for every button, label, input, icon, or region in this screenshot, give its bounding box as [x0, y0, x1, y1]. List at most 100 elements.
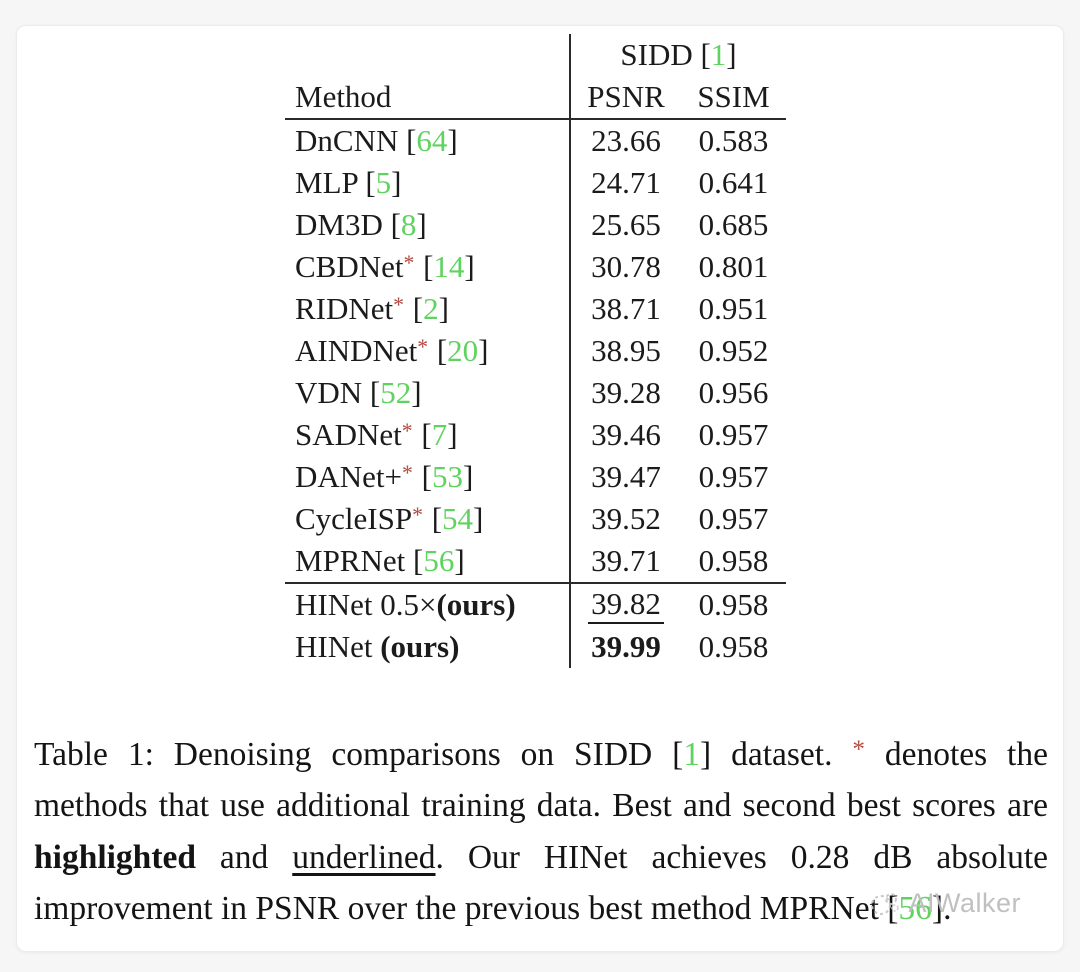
bracket: ]: [411, 375, 422, 410]
method-cell: VDN [52]: [285, 372, 570, 414]
citation-ref: 5: [375, 165, 392, 200]
ssim-cell: 0.958: [698, 629, 769, 664]
ssim-cell: 0.952: [698, 333, 769, 368]
star-marker: *: [417, 335, 430, 359]
citation-ref: 1: [710, 37, 727, 72]
table-row: DnCNN [64] 23.66 0.583: [285, 119, 786, 162]
table-row: AINDNet* [20] 38.95 0.952: [285, 330, 786, 372]
table-row: HINet 0.5×(ours) 39.82 0.958: [285, 583, 786, 626]
ssim-cell: 0.685: [698, 207, 769, 242]
psnr-cell: 38.71: [569, 288, 681, 330]
citation-ref: 2: [423, 291, 439, 326]
watermark-label: AIWalker: [908, 888, 1021, 918]
bracket: [: [357, 165, 376, 200]
psnr-cell: 39.46: [569, 414, 681, 456]
citation-ref: 8: [400, 207, 417, 242]
ssim-column-header: SSIM: [681, 76, 786, 120]
dataset-header-row: SIDD [1]: [285, 34, 786, 76]
table-row: DANet+* [53] 39.47 0.957: [285, 456, 786, 498]
star-marker: *: [401, 419, 414, 443]
citation-ref: 52: [380, 375, 412, 410]
caption: Table 1: Denoising comparisons on SIDD […: [34, 724, 1048, 935]
star-marker: *: [393, 293, 405, 317]
column-header-row: Method PSNR SSIM: [285, 76, 786, 120]
method-name: DM3D: [295, 207, 383, 242]
ssim-cell: 0.801: [698, 249, 769, 284]
bracket: ]: [447, 417, 458, 452]
bracket: ]: [416, 207, 427, 242]
method-name: DnCNN: [295, 123, 399, 158]
table-row: CycleISP* [54] 39.52 0.957: [285, 498, 786, 540]
psnr-cell: 39.71: [569, 540, 681, 584]
ssim-cell: 0.641: [698, 165, 769, 200]
citation-ref: 64: [416, 123, 448, 158]
aiwalker-logo-icon: [869, 889, 901, 919]
bracket: [: [405, 291, 424, 326]
bracket: ]: [464, 249, 475, 284]
bracket: ]: [447, 123, 458, 158]
ssim-cell: 0.956: [698, 375, 769, 410]
results-table: SIDD [1] Method PSNR SSIM DnCNN [64] 23.6…: [285, 34, 786, 668]
method-name: HINet: [295, 629, 381, 664]
ssim-cell: 0.957: [698, 459, 769, 494]
star-marker: *: [403, 251, 416, 275]
caption-segment: 56: [898, 890, 932, 927]
ssim-cell: 0.957: [698, 417, 769, 452]
bracket: [: [429, 333, 448, 368]
bracket: [: [362, 375, 381, 410]
bracket: ]: [438, 291, 449, 326]
citation-ref: 20: [447, 333, 479, 368]
method-cell: CBDNet* [14]: [285, 246, 570, 288]
table-row: RIDNet* [2] 38.71 0.951: [285, 288, 786, 330]
ours-label: (ours): [380, 629, 460, 664]
table-row: SADNet* [7] 39.46 0.957: [285, 414, 786, 456]
table-row: DM3D [8] 25.65 0.685: [285, 204, 786, 246]
method-cell: SADNet* [7]: [285, 414, 570, 456]
ours-label: (ours): [436, 587, 516, 622]
method-cell: DM3D [8]: [285, 204, 570, 246]
psnr-cell: 38.95: [569, 330, 681, 372]
bracket: [: [413, 417, 432, 452]
method-cell: RIDNet* [2]: [285, 288, 570, 330]
empty-header-cell: [285, 34, 570, 76]
method-cell: MLP [5]: [285, 162, 570, 204]
caption-segment: ] dataset.: [700, 735, 853, 773]
method-name: CycleISP: [295, 501, 413, 536]
method-name: SADNet: [295, 417, 402, 452]
watermark: AIWalker: [869, 888, 1021, 919]
method-cell: HINet 0.5×(ours): [285, 583, 570, 626]
citation-ref: 7: [431, 417, 448, 452]
star-marker: *: [402, 461, 414, 485]
bracket: ]: [391, 165, 402, 200]
method-cell: HINet (ours): [285, 626, 570, 668]
psnr-cell: 39.52: [569, 498, 681, 540]
caption-segment: underlined: [292, 838, 436, 876]
bracket: [: [382, 207, 401, 242]
psnr-cell: 24.71: [569, 162, 681, 204]
method-cell: CycleISP* [54]: [285, 498, 570, 540]
method-name: HINet 0.5×: [295, 587, 437, 622]
citation-ref: 53: [431, 459, 463, 494]
method-name: RIDNet: [295, 291, 394, 326]
bracket: [: [405, 543, 424, 578]
table-row: MLP [5] 24.71 0.641: [285, 162, 786, 204]
method-column-header: Method: [285, 76, 570, 120]
ssim-cell: 0.957: [698, 501, 769, 536]
method-name: AINDNet: [295, 333, 418, 368]
table-row: CBDNet* [14] 30.78 0.801: [285, 246, 786, 288]
table-row: MPRNet [56] 39.71 0.958: [285, 540, 786, 584]
psnr-cell: 30.78: [569, 246, 681, 288]
citation-ref: 56: [423, 543, 455, 578]
bracket: ]: [726, 37, 737, 72]
ssim-cell: 0.958: [681, 540, 786, 584]
method-name: CBDNet: [295, 249, 404, 284]
method-cell: DnCNN [64]: [285, 119, 570, 162]
bracket: [: [415, 249, 434, 284]
method-name: DANet+: [295, 459, 403, 494]
paper-figure-card: SIDD [1] Method PSNR SSIM DnCNN [64] 23.6…: [16, 25, 1064, 952]
bracket: ]: [454, 543, 465, 578]
psnr-value: 39.82: [588, 587, 664, 624]
table-row: VDN [52] 39.28 0.956: [285, 372, 786, 414]
bracket: [: [423, 501, 443, 536]
star-marker: *: [412, 503, 424, 527]
